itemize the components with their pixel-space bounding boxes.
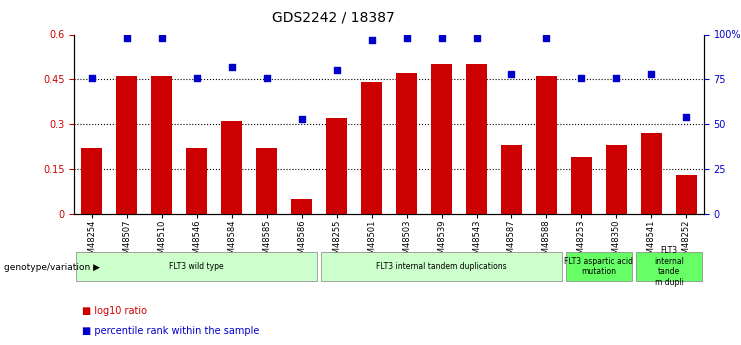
Point	[121, 35, 133, 41]
Bar	[466, 65, 487, 214]
Bar	[221, 121, 242, 214]
Point	[225, 64, 237, 70]
Bar	[361, 82, 382, 214]
Bar	[641, 133, 662, 214]
Point	[471, 35, 482, 41]
Text: ■ log10 ratio: ■ log10 ratio	[82, 306, 147, 315]
Bar	[431, 65, 452, 214]
Text: genotype/variation ▶: genotype/variation ▶	[4, 263, 100, 272]
FancyBboxPatch shape	[565, 252, 632, 281]
Bar	[256, 148, 277, 214]
Text: FLT3 aspartic acid
mutation: FLT3 aspartic acid mutation	[565, 257, 634, 276]
Bar	[326, 118, 347, 214]
Bar	[116, 76, 137, 214]
Bar	[536, 76, 557, 214]
Text: GDS2242 / 18387: GDS2242 / 18387	[272, 10, 395, 24]
FancyBboxPatch shape	[321, 252, 562, 281]
Point	[261, 75, 273, 80]
Point	[330, 68, 342, 73]
Point	[680, 114, 692, 120]
Point	[576, 75, 588, 80]
Text: ■ percentile rank within the sample: ■ percentile rank within the sample	[82, 326, 259, 336]
Bar	[186, 148, 207, 214]
Point	[296, 116, 308, 121]
Bar	[81, 148, 102, 214]
Point	[401, 35, 413, 41]
Point	[436, 35, 448, 41]
Point	[190, 75, 202, 80]
Bar	[501, 145, 522, 214]
Bar	[291, 199, 312, 214]
Text: FLT3 internal tandem duplications: FLT3 internal tandem duplications	[376, 262, 507, 271]
Point	[505, 71, 517, 77]
Bar	[151, 76, 172, 214]
FancyBboxPatch shape	[76, 252, 317, 281]
Text: FLT3 wild type: FLT3 wild type	[169, 262, 224, 271]
Point	[156, 35, 167, 41]
Point	[645, 71, 657, 77]
Bar	[606, 145, 627, 214]
Bar	[396, 73, 417, 214]
Bar	[676, 175, 697, 214]
Bar	[571, 157, 592, 214]
FancyBboxPatch shape	[636, 252, 702, 281]
Point	[611, 75, 622, 80]
Point	[86, 75, 98, 80]
Point	[540, 35, 552, 41]
Text: FLT3
internal
tande
m dupli: FLT3 internal tande m dupli	[654, 246, 684, 287]
Point	[365, 37, 377, 43]
